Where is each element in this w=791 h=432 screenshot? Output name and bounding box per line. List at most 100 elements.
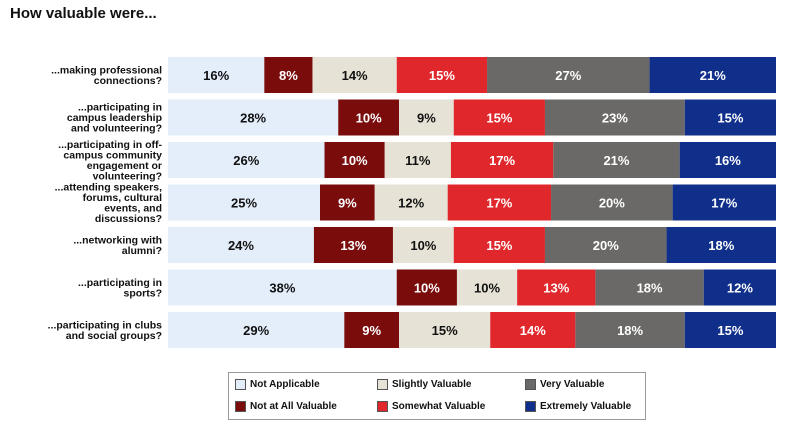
data-label: 14% [342,68,368,83]
data-label: 17% [486,196,512,211]
data-label: 18% [617,323,643,338]
bar-segment-extremely-valuable [649,57,776,93]
data-label: 16% [203,68,229,83]
bar-segment-very-valuable [544,227,667,263]
bar-segment-extremely-valuable [666,227,776,263]
category-label: ...participating in sports? [78,277,162,300]
bar-segment-somewhat-valuable [453,227,545,263]
bar-segment-somewhat-valuable [453,99,545,136]
data-label: 15% [717,323,743,338]
bar-segment-not-applicable [168,227,314,263]
bar-segment-very-valuable [487,57,650,93]
category-label: ...making professional connections? [51,64,162,87]
legend: Not Applicable Not at All Valuable Sligh… [228,372,646,420]
legend-swatch-extremely-valuable [525,401,536,412]
legend-item-not-applicable: Not Applicable [235,379,320,390]
data-label: 21% [603,153,629,168]
bar-segment-not-at-all-valuable [324,142,385,178]
data-label: 10% [342,153,368,168]
data-label: 29% [243,323,269,338]
bar-segment-extremely-valuable [672,184,776,221]
data-label: 12% [727,281,753,296]
legend-swatch-not-at-all-valuable [235,401,246,412]
data-label: 16% [715,153,741,168]
bar-segment-slightly-valuable [374,184,448,221]
bar-segment-very-valuable [595,269,704,306]
data-label: 10% [410,238,436,253]
bar-segment-not-applicable [168,57,265,93]
bar-segment-not-at-all-valuable [396,269,457,306]
data-label: 24% [228,238,254,253]
bar-segment-slightly-valuable [384,142,451,178]
bar-segment-slightly-valuable [399,99,454,136]
stacked-bar-chart: ...making professional connections? 16% 8% 1… [48,57,776,348]
category-label: ...participating in off-campus community… [58,139,162,183]
data-label: 21% [700,68,726,83]
bar-segment-not-at-all-valuable [338,99,400,136]
legend-item-not-at-all-valuable: Not at All Valuable [235,401,337,412]
legend-swatch-slightly-valuable [377,379,388,390]
data-label: 9% [417,111,436,126]
data-label: 15% [429,68,455,83]
data-label: 20% [593,238,619,253]
data-label: 26% [233,153,259,168]
legend-label-somewhat-valuable: Somewhat Valuable [392,401,486,412]
data-label: 15% [432,323,458,338]
legend-item-slightly-valuable: Slightly Valuable [377,379,471,390]
bar-segment-not-at-all-valuable [320,184,375,221]
data-label: 20% [599,196,625,211]
bar-segment-somewhat-valuable [447,184,552,221]
bar-segment-extremely-valuable [679,142,776,178]
legend-swatch-very-valuable [525,379,536,390]
bar-segment-not-applicable [168,99,339,136]
bar-segment-slightly-valuable [312,57,397,93]
bar-segment-not-at-all-valuable [264,57,313,93]
data-label: 13% [340,238,366,253]
bar-segment-very-valuable [551,184,673,221]
data-label: 18% [708,238,734,253]
bar-segment-not-applicable [168,269,397,306]
legend-label-slightly-valuable: Slightly Valuable [392,379,472,390]
bar-segment-extremely-valuable [684,312,776,348]
data-label: 15% [486,238,512,253]
bar-segment-not-at-all-valuable [313,227,393,263]
category-label: ...networking with alumni? [73,234,162,257]
legend-label-very-valuable: Very Valuable [540,379,605,390]
bar-segment-extremely-valuable [703,269,776,306]
legend-item-extremely-valuable: Extremely Valuable [525,401,631,412]
data-label: 38% [269,281,295,296]
data-label: 28% [240,111,266,126]
data-label: 15% [717,111,743,126]
legend-item-somewhat-valuable: Somewhat Valuable [377,401,485,412]
bar-segment-very-valuable [575,312,685,348]
category-label: ...participating in clubs and social grou… [48,319,163,342]
data-label: 8% [279,68,298,83]
bar-segment-very-valuable [544,99,685,136]
category-label: ...attending speakers, forums, cultural ev… [55,181,162,225]
legend-swatch-somewhat-valuable [377,401,388,412]
bar-segment-extremely-valuable [684,99,776,136]
data-label: 14% [520,323,546,338]
data-label: 18% [637,281,663,296]
bar-segment-not-at-all-valuable [344,312,400,348]
data-label: 15% [486,111,512,126]
data-label: 10% [474,281,500,296]
data-label: 17% [711,196,737,211]
bar-segment-somewhat-valuable [450,142,554,178]
category-label: ...participating in campus leadership and … [67,102,162,135]
data-label: 27% [555,68,581,83]
bar-segment-somewhat-valuable [490,312,576,348]
bar-segment-not-applicable [168,184,320,221]
bar-segment-not-applicable [168,142,325,178]
bar-segment-slightly-valuable [456,269,518,306]
legend-label-not-at-all-valuable: Not at All Valuable [250,401,337,412]
data-label: 13% [543,281,569,296]
data-label: 17% [489,153,515,168]
data-label: 11% [405,153,431,168]
legend-label-extremely-valuable: Extremely Valuable [540,401,632,412]
data-label: 10% [414,281,440,296]
data-label: 25% [231,196,257,211]
bar-segment-somewhat-valuable [517,269,596,306]
legend-item-very-valuable: Very Valuable [525,379,605,390]
data-label: 10% [356,111,382,126]
